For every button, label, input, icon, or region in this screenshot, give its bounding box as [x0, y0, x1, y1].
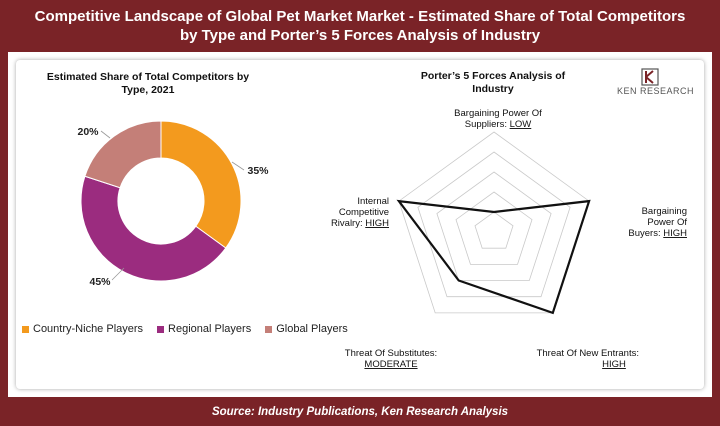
donut-labels: 35% 45% 20%	[77, 126, 269, 288]
radar-axis-label: Competitive	[339, 207, 389, 218]
donut-leader-line	[111, 267, 125, 281]
donut-slice-country-niche	[160, 120, 242, 249]
chart-card	[16, 60, 704, 389]
legend-swatch-global	[265, 325, 273, 333]
page-header: Competitive Landscape of Global Pet Mark…	[0, 0, 720, 52]
header-title-line2: by Type and Porter’s 5 Forces Analysis o…	[179, 27, 541, 44]
radar-axis-label: Suppliers: LOW	[465, 119, 532, 130]
radar-axis-label: Buyers: HIGH	[628, 228, 687, 239]
legend-label: Regional Players	[168, 323, 252, 335]
legend-item-country-niche: Country-Niche Players	[22, 323, 143, 335]
radar-level-text: LOW	[510, 119, 532, 130]
legend-swatch-country-niche	[22, 325, 29, 333]
legend-item-regional: Regional Players	[157, 323, 251, 335]
radar-level-text: HIGH	[663, 228, 687, 239]
radar-series-line	[396, 199, 591, 315]
header-title-line1: Competitive Landscape of Global Pet Mark…	[34, 8, 686, 25]
radar-axis-label: Threat Of Substitutes:	[345, 348, 437, 359]
radar-title-line2: Industry	[472, 83, 514, 95]
donut-legend: Country-Niche Players Regional Players G…	[22, 323, 348, 335]
radar-grid-ring	[474, 211, 514, 249]
donut-leader-line	[100, 130, 111, 139]
radar-grid-ring	[417, 151, 571, 298]
legend-swatch-regional	[157, 325, 165, 333]
donut-slice-regional	[80, 175, 227, 282]
donut-title-line2: Type, 2021	[122, 84, 175, 96]
radar-level-text: HIGH	[602, 359, 626, 370]
donut-slice-global	[84, 120, 162, 189]
radar-level-text: HIGH	[365, 218, 389, 229]
radar-title: Porter’s 5 Forces Analysis of	[421, 70, 566, 82]
radar-grid-ring	[455, 191, 533, 265]
radar-axis-label: Power Of	[647, 217, 687, 228]
radar-axis-label: Rivalry: HIGH	[331, 218, 389, 229]
ken-research-logo-icon	[641, 68, 659, 86]
content-frame	[0, 52, 720, 397]
source-footer: Source: Industry Publications, Ken Resea…	[0, 397, 720, 426]
logo-text: KEN RESEARCH	[617, 86, 695, 96]
legend-item-global: Global Players	[265, 323, 348, 335]
legend-label: Country-Niche Players	[33, 323, 144, 335]
radar-axis-label: Bargaining Power Of	[454, 108, 542, 119]
radar-level-text: MODERATE	[364, 359, 417, 370]
radar-chart	[396, 131, 591, 315]
radar-axis-label: Threat Of New Entrants:	[537, 348, 639, 359]
donut-title: Estimated Share of Total Competitors by	[47, 71, 249, 83]
radar-axis-label: Internal	[357, 196, 389, 207]
donut-data-label: 45%	[89, 276, 111, 288]
donut-data-label: 35%	[247, 165, 269, 177]
donut-chart	[80, 120, 242, 282]
donut-data-label: 20%	[77, 126, 99, 138]
radar-axis-label: Bargaining	[642, 206, 687, 217]
donut-leader-line	[231, 161, 245, 171]
radar-grid-ring	[398, 131, 590, 314]
legend-label: Global Players	[276, 323, 348, 335]
